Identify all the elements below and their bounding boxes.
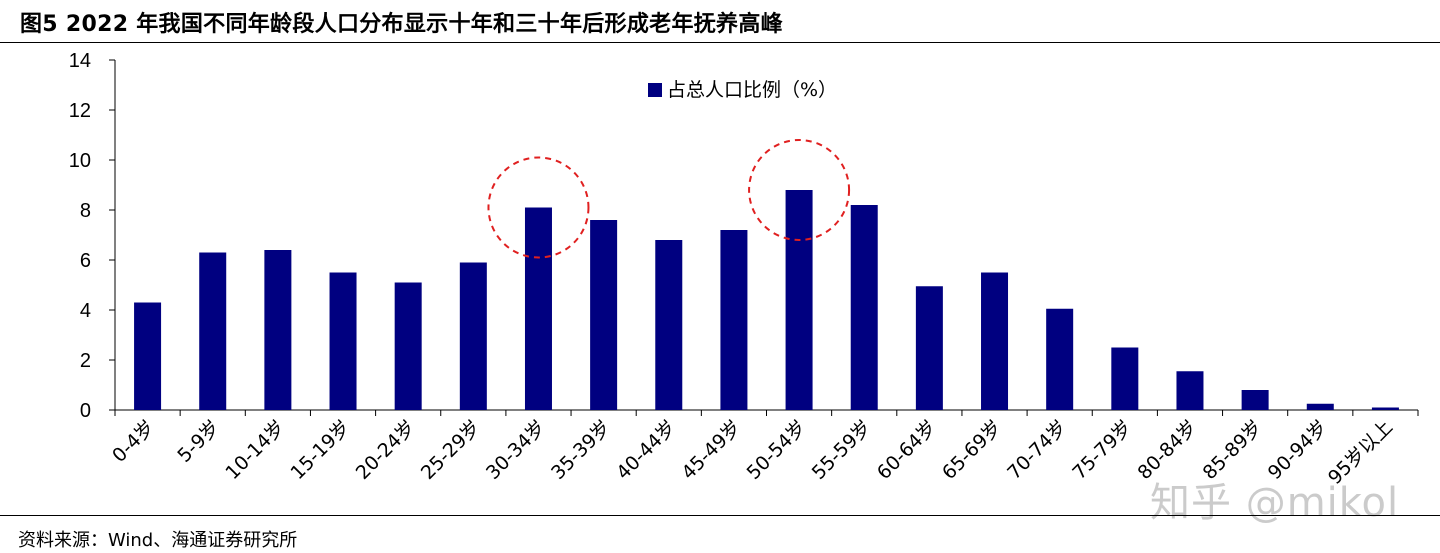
bar [981,272,1009,410]
bar [394,282,422,410]
bar [850,205,878,410]
y-axis: 0 2 4 6 8 10 12 14 [69,50,116,422]
y-tick-label: 14 [69,50,91,72]
bottom-rule [0,515,1440,516]
y-tick-label: 8 [80,200,91,222]
x-tick-label: 5-9岁 [173,416,224,467]
legend-label: 占总人口比例（%） [667,79,837,101]
bar [1371,407,1399,410]
bar [655,240,683,410]
y-tick-label: 4 [80,300,91,322]
y-tick-label: 10 [69,150,91,172]
x-tick-label: 70-74岁 [1003,416,1071,484]
legend: 占总人口比例（%） [648,79,837,101]
bar [1241,390,1269,410]
bar [720,230,748,410]
bar [329,272,357,410]
y-tick-label: 12 [69,100,91,122]
top-rule [0,42,1440,43]
bar [1306,403,1334,410]
x-tick-label: 55-59岁 [808,416,876,484]
y-tick-label: 2 [80,350,91,372]
x-tick-label: 20-24岁 [352,416,420,484]
bar [199,252,227,410]
x-tick-label: 25-29岁 [417,416,485,484]
bar [134,302,162,410]
highlight-circle [748,139,851,241]
bar [590,220,618,410]
x-tick-label: 50-54岁 [743,416,811,484]
x-tick-label: 75-79岁 [1068,416,1136,484]
source-note: 资料来源：Wind、海通证券研究所 [18,530,298,551]
x-tick-label: 10-14岁 [221,416,289,484]
x-tick-label: 60-64岁 [873,416,941,484]
x-tick-label: 45-49岁 [677,416,745,484]
bar [1046,308,1074,410]
legend-swatch [648,83,662,97]
x-tick-label: 35-39岁 [547,416,615,484]
x-tick-label: 65-69岁 [938,416,1006,484]
x-tick-label: 15-19岁 [287,416,355,484]
bar [264,250,292,410]
x-tick-label: 0-4岁 [108,416,159,467]
x-tick-label: 30-34岁 [482,416,550,484]
y-tick-label: 6 [80,250,91,272]
x-tick-label: 40-44岁 [612,416,680,484]
bar [785,190,813,410]
annotations [487,139,851,259]
highlight-circle [487,156,590,259]
bar [1111,347,1139,410]
bar [459,262,487,410]
bar [915,286,943,410]
chart-title: 图5 2022 年我国不同年龄段人口分布显示十年和三十年后形成老年抚养高峰 [20,12,783,37]
bars [134,190,1399,410]
watermark: 知乎 @mikol [1150,480,1400,526]
bar [1176,371,1204,410]
y-tick-label: 0 [80,400,91,422]
bar [524,207,552,410]
